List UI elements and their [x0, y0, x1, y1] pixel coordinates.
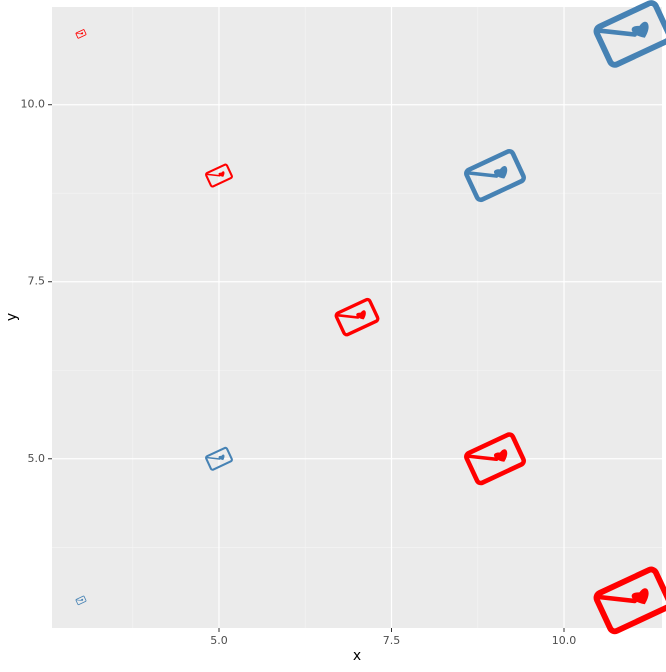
x-tick-label: 10.0	[552, 634, 577, 647]
envelope-body	[205, 163, 233, 188]
x-tick-label: 5.0	[210, 634, 228, 647]
envelope-flap	[597, 594, 638, 604]
envelope-point	[205, 446, 233, 471]
envelope-heart	[356, 310, 366, 320]
envelope-heart	[631, 21, 649, 38]
y-tick-label: 5.0	[28, 452, 46, 465]
envelope-body	[464, 149, 526, 203]
envelope-heart	[218, 454, 225, 461]
x-axis-title: x	[353, 648, 361, 664]
envelope-point	[75, 29, 87, 39]
envelope-body	[334, 297, 380, 337]
envelope-flap	[206, 173, 221, 177]
envelope-heart	[218, 171, 225, 177]
envelope-body	[75, 595, 87, 606]
envelope-point	[75, 595, 87, 606]
envelope-point	[334, 297, 380, 337]
envelope-flap	[597, 28, 638, 37]
envelope-flap	[76, 599, 82, 601]
envelope-heart	[80, 598, 84, 601]
envelope-point	[593, 0, 666, 68]
envelope-point	[464, 432, 526, 486]
envelope-heart	[494, 449, 508, 462]
envelope-body	[593, 0, 666, 68]
envelope-point	[593, 566, 666, 635]
x-tick-label: 7.5	[383, 634, 401, 647]
y-tick-label: 7.5	[28, 275, 46, 288]
envelope-body	[75, 29, 87, 39]
envelope-point	[205, 163, 233, 188]
envelope-flap	[206, 456, 221, 460]
envelope-flap	[336, 314, 360, 319]
y-axis-title: y	[4, 313, 20, 321]
envelope-body	[205, 446, 233, 471]
envelope-body	[593, 566, 666, 635]
y-tick-label: 10.0	[21, 98, 46, 111]
envelope-heart	[494, 166, 508, 179]
envelope-point	[464, 149, 526, 203]
envelope-flap	[76, 33, 82, 35]
envelope-heart	[80, 32, 84, 35]
envelope-body	[464, 432, 526, 486]
envelope-flap	[467, 171, 499, 178]
envelope-flap	[467, 454, 499, 462]
envelope-heart	[631, 588, 649, 605]
